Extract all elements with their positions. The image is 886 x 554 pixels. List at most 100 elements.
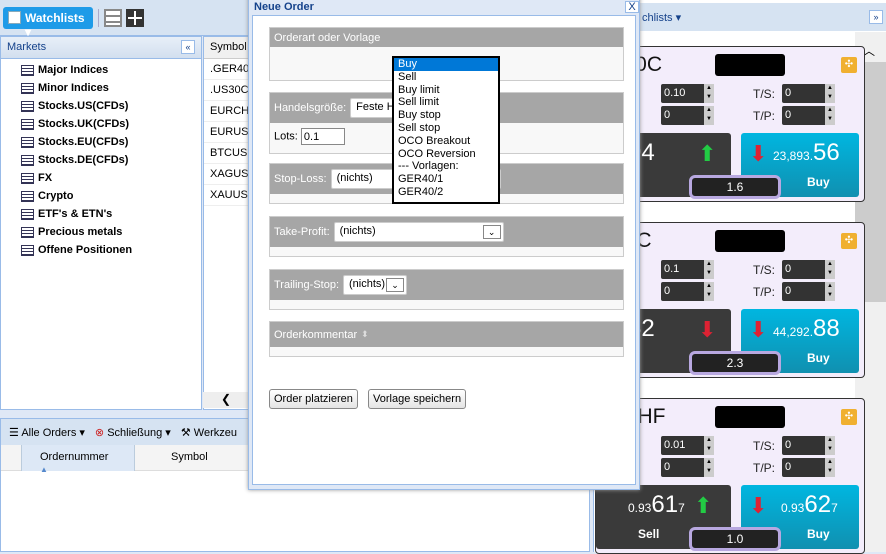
settings-icon[interactable]: ✣	[841, 233, 857, 249]
lots-stepper[interactable]: 0.1 ▲ ▼	[661, 260, 714, 279]
instrument-card: EURCHF ✣ 0.01▲▼ 0▲▼ T/S: T/P: 0▲▼ 0▲▼ 0.…	[595, 398, 865, 554]
tools-button[interactable]: ⚒ Werkzeu	[180, 426, 237, 439]
arrow-down-icon: ⬇	[749, 317, 768, 342]
buy-button[interactable]: ⬇ 44,292.88 Buy	[741, 309, 859, 373]
chevron-down-icon[interactable]: ⌄	[482, 225, 501, 239]
market-item[interactable]: Stocks.UK(CFDs)	[1, 115, 201, 133]
tp-stepper[interactable]: 0 ▲ ▼	[782, 106, 835, 125]
market-item[interactable]: Crypto	[1, 187, 201, 205]
close-orders-button[interactable]: ⊗ Schließung ▾	[94, 426, 171, 439]
column-header-ordernumber[interactable]: Ordernummer ▲	[21, 445, 135, 474]
list-layout-icon[interactable]	[104, 9, 122, 27]
trailing-label: Trailing-Stop:	[274, 279, 340, 291]
arrow-down-icon: ⬇	[749, 141, 768, 166]
chart-placeholder	[715, 54, 785, 76]
all-orders-button[interactable]: ☰ Alle Orders ▾	[9, 426, 85, 439]
lots-label: Lots:	[274, 130, 298, 143]
close-icon[interactable]: X	[625, 1, 639, 13]
ordertype-dropdown-list[interactable]: Buy Sell Buy limit Sell limit Buy stop Sell s…	[392, 56, 500, 204]
lots-stepper[interactable]: 0.10 ▲ ▼	[661, 84, 714, 103]
ts-label: T/S:	[753, 263, 776, 277]
chevron-left-icon[interactable]: ❮	[221, 392, 232, 406]
place-order-button[interactable]: Order platzieren	[269, 389, 358, 409]
dropdown-option[interactable]: GER40/2	[398, 185, 444, 198]
tp-label: T/P:	[753, 285, 776, 299]
watchlists-button[interactable]: Watchlists ▾	[3, 7, 93, 39]
dropdown-option[interactable]: OCO Breakout	[398, 134, 471, 147]
arrow-up-icon: ⬆	[698, 141, 717, 166]
chart-placeholder	[715, 230, 785, 252]
dropdown-option[interactable]: Buy limit	[398, 83, 440, 96]
list-icon	[21, 244, 34, 256]
column-header-symbol[interactable]: Symbol	[171, 451, 208, 463]
takeprofit-label: Take-Profit:	[274, 226, 330, 238]
tp-label: T/P:	[753, 461, 776, 475]
dialog-title: Neue Order	[254, 1, 314, 13]
list-icon	[21, 136, 34, 148]
close-circle-icon: ⊗	[94, 426, 105, 439]
market-item[interactable]: Precious metals	[1, 223, 201, 241]
ts-stepper[interactable]: 0 ▲ ▼	[782, 436, 835, 455]
settings-icon[interactable]: ✣	[841, 409, 857, 425]
tradesize-label: Handelsgröße:	[274, 102, 347, 114]
watchlists-dropdown[interactable]: chlists ▾	[642, 12, 682, 24]
markets-title: Markets	[7, 41, 47, 53]
expand-icon[interactable]: »	[869, 10, 883, 24]
dropdown-option[interactable]: Buy	[394, 58, 498, 71]
sort-asc-icon: ▲	[40, 465, 48, 474]
expand-toggle-icon[interactable]: ⬍	[361, 329, 369, 339]
dropdown-option[interactable]: Sell limit	[398, 96, 439, 109]
chart-placeholder	[715, 406, 785, 428]
dropdown-option[interactable]: Buy stop	[398, 109, 441, 122]
markets-panel: Markets « Major Indices Minor Indices Stock…	[0, 36, 202, 410]
dropdown-option[interactable]: Sell	[398, 70, 417, 83]
list-icon	[21, 226, 34, 238]
ordertype-label: Orderart oder Vorlage	[270, 28, 623, 47]
chevron-up-icon[interactable]: ︿	[863, 44, 876, 58]
ts-label: T/S:	[753, 87, 776, 101]
comment-label: Orderkommentar	[274, 328, 358, 341]
grid-layout-icon[interactable]	[126, 9, 144, 27]
market-item[interactable]: Stocks.EU(CFDs)	[1, 133, 201, 151]
spread-value: 1.0	[689, 527, 781, 551]
market-item[interactable]: Stocks.US(CFDs)	[1, 97, 201, 115]
dropdown-option[interactable]: Sell stop	[398, 121, 441, 134]
list-icon	[8, 11, 21, 24]
tools-icon: ⚒	[180, 426, 191, 439]
settings-icon[interactable]: ✣	[841, 57, 857, 73]
market-item[interactable]: FX	[1, 169, 201, 187]
save-template-button[interactable]: Vorlage speichern	[368, 389, 467, 409]
stoploss-stepper[interactable]: 0 ▲ ▼	[661, 282, 714, 301]
chevron-down-icon[interactable]: ⌄	[386, 278, 405, 292]
market-item[interactable]: Major Indices	[1, 61, 201, 79]
takeprofit-select[interactable]: (nichts) ⌄	[333, 222, 504, 242]
spread-value: 2.3	[689, 351, 781, 375]
divider	[98, 9, 99, 27]
list-icon	[21, 100, 34, 112]
dropdown-option[interactable]: OCO Reversion	[398, 147, 476, 160]
market-item[interactable]: Stocks.DE(CFDs)	[1, 151, 201, 169]
dropdown-option[interactable]: GER40/1	[398, 173, 444, 186]
ts-stepper[interactable]: 0 ▲ ▼	[782, 84, 835, 103]
stoploss-stepper[interactable]: 0 ▲ ▼	[661, 458, 714, 477]
arrow-up-icon: ⬆	[694, 493, 713, 518]
spread-value: 1.6	[689, 175, 781, 199]
list-icon	[21, 118, 34, 130]
market-item[interactable]: Minor Indices	[1, 79, 201, 97]
collapse-icon[interactable]: «	[181, 40, 195, 54]
arrow-down-icon: ⬇	[698, 317, 717, 342]
horizontal-scrollbar[interactable]: ❮	[203, 392, 248, 408]
market-item[interactable]: ETF's & ETN's	[1, 205, 201, 223]
tp-stepper[interactable]: 0 ▲ ▼	[782, 282, 835, 301]
lots-input[interactable]	[300, 128, 345, 145]
list-icon	[21, 208, 34, 220]
lots-stepper[interactable]: 0.01 ▲ ▼	[661, 436, 714, 455]
ts-stepper[interactable]: 0 ▲ ▼	[782, 260, 835, 279]
list-icon	[21, 172, 34, 184]
stoploss-stepper[interactable]: 0 ▲ ▼	[661, 106, 714, 125]
trailing-select[interactable]: (nichts) ⌄	[343, 275, 408, 295]
tp-stepper[interactable]: 0 ▲ ▼	[782, 458, 835, 477]
tp-label: T/P:	[753, 109, 776, 123]
market-item[interactable]: Offene Positionen	[1, 241, 201, 259]
dropdown-option[interactable]: --- Vorlagen:	[398, 160, 459, 173]
